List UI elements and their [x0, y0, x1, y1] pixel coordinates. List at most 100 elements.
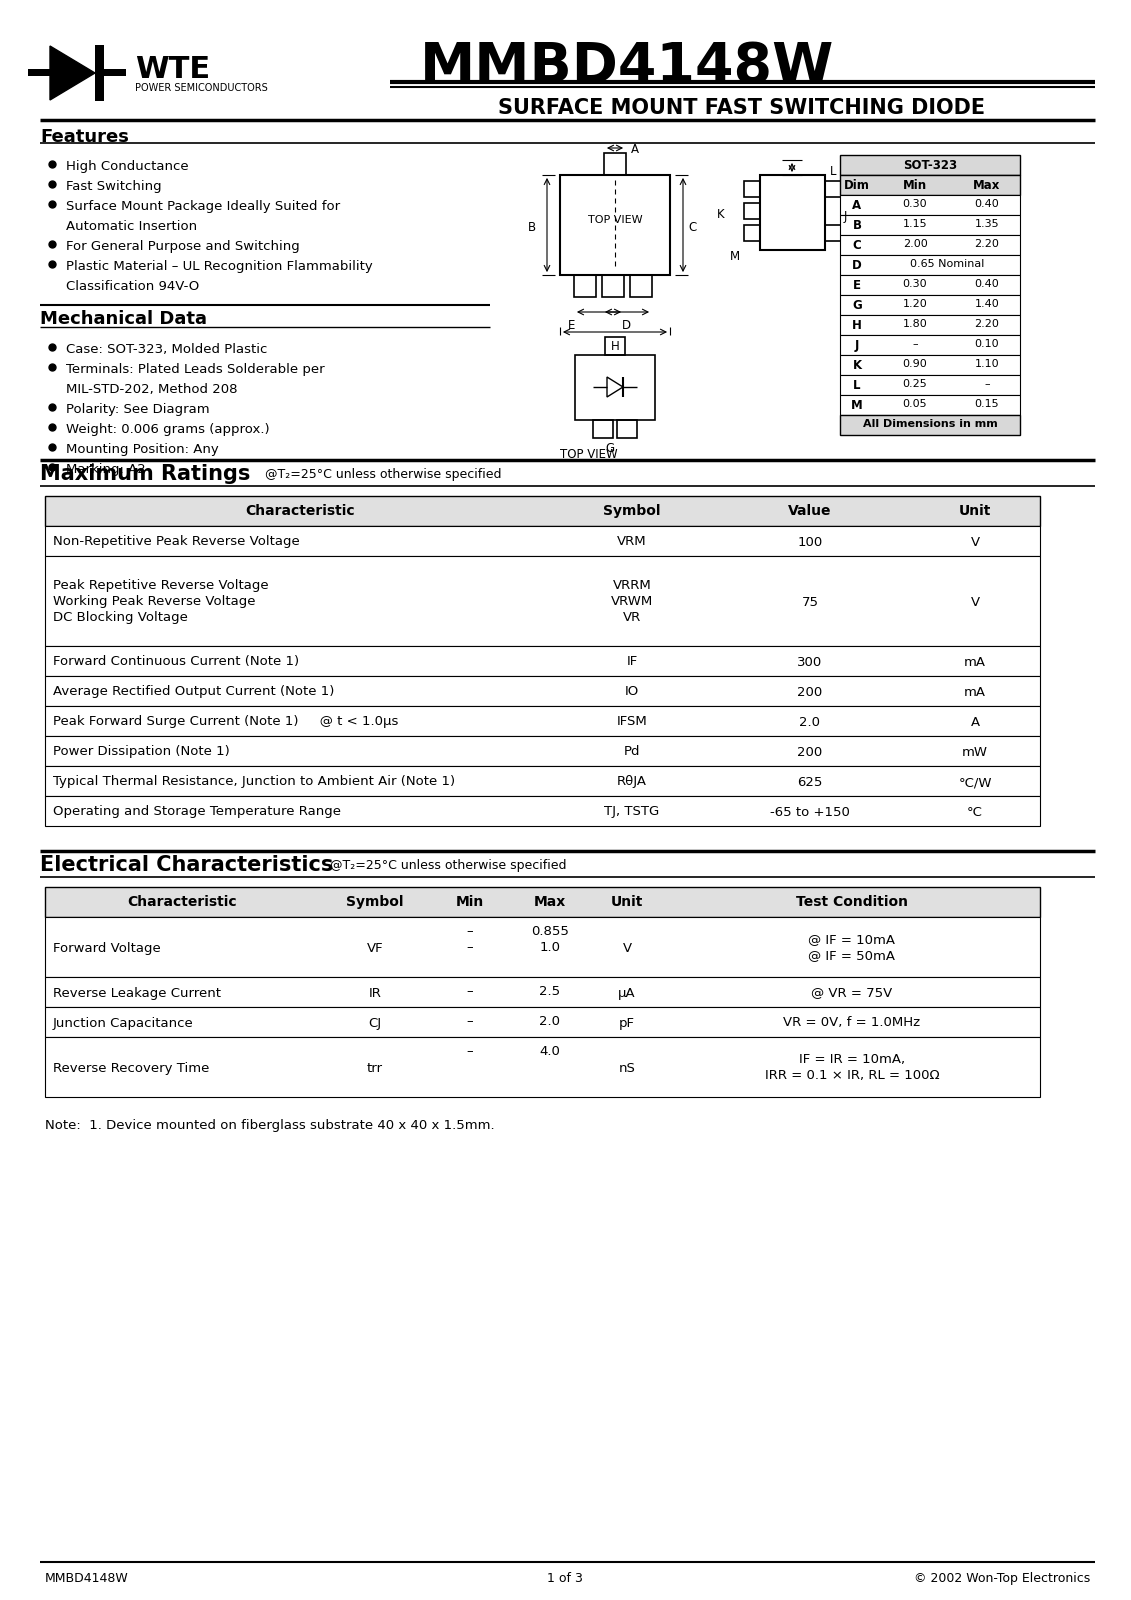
- Text: mA: mA: [964, 656, 986, 669]
- Bar: [45, 496, 1041, 526]
- Text: Surface Mount Package Ideally Suited for: Surface Mount Package Ideally Suited for: [66, 200, 340, 213]
- Text: V: V: [970, 536, 979, 549]
- Text: Test Condition: Test Condition: [796, 894, 908, 909]
- Text: VRRM: VRRM: [613, 579, 651, 592]
- Text: –: –: [467, 1014, 473, 1029]
- Text: A: A: [631, 142, 639, 157]
- Text: Unit: Unit: [611, 894, 644, 909]
- Text: All Dimensions in mm: All Dimensions in mm: [863, 419, 998, 429]
- Text: Peak Repetitive Reverse Voltage: Peak Repetitive Reverse Voltage: [53, 579, 269, 592]
- Text: 1.35: 1.35: [975, 219, 1000, 229]
- Text: 0.30: 0.30: [903, 198, 927, 210]
- Text: –: –: [467, 941, 473, 954]
- Text: C: C: [688, 221, 697, 234]
- Bar: [618, 419, 637, 438]
- Text: 0.65 Nominal: 0.65 Nominal: [909, 259, 984, 269]
- Text: 2.5: 2.5: [539, 986, 561, 998]
- Text: 75: 75: [802, 595, 819, 610]
- Text: G: G: [852, 299, 862, 312]
- Text: 0.15: 0.15: [975, 398, 1000, 410]
- Text: Classification 94V-O: Classification 94V-O: [66, 280, 199, 293]
- Text: trr: trr: [366, 1062, 383, 1075]
- Text: Reverse Recovery Time: Reverse Recovery Time: [53, 1062, 209, 1075]
- Bar: [45, 706, 1041, 736]
- Text: M: M: [729, 250, 740, 262]
- Text: © 2002 Won-Top Electronics: © 2002 Won-Top Electronics: [914, 1571, 1090, 1586]
- Text: 300: 300: [797, 656, 822, 669]
- Text: °C: °C: [967, 806, 983, 819]
- Text: B: B: [528, 221, 536, 234]
- Text: A: A: [970, 717, 979, 730]
- Text: 1.0: 1.0: [539, 941, 561, 954]
- Text: 1.80: 1.80: [903, 318, 927, 330]
- Text: Typical Thermal Resistance, Junction to Ambient Air (Note 1): Typical Thermal Resistance, Junction to …: [53, 774, 455, 787]
- Text: 0.40: 0.40: [975, 198, 1000, 210]
- Text: RθJA: RθJA: [618, 774, 647, 787]
- Bar: [840, 315, 1020, 334]
- Text: H: H: [852, 318, 862, 333]
- Bar: [45, 736, 1041, 766]
- Text: DC Blocking Voltage: DC Blocking Voltage: [53, 611, 188, 624]
- Text: SOT-323: SOT-323: [903, 158, 957, 171]
- Text: IRR = 0.1 × IR, RL = 100Ω: IRR = 0.1 × IR, RL = 100Ω: [765, 1069, 940, 1082]
- Text: E: E: [568, 318, 576, 333]
- Text: 0.10: 0.10: [975, 339, 1000, 349]
- Bar: [840, 275, 1020, 294]
- Text: VR: VR: [623, 611, 641, 624]
- Bar: [840, 155, 1020, 174]
- Text: Power Dissipation (Note 1): Power Dissipation (Note 1): [53, 746, 230, 758]
- Text: 0.25: 0.25: [903, 379, 927, 389]
- Bar: [744, 181, 760, 197]
- Text: Mounting Position: Any: Mounting Position: Any: [66, 443, 218, 456]
- Text: -65 to +150: -65 to +150: [770, 806, 849, 819]
- Text: 1.20: 1.20: [903, 299, 927, 309]
- Bar: [45, 646, 1041, 675]
- Bar: [744, 203, 760, 219]
- Text: –: –: [467, 986, 473, 998]
- Text: Automatic Insertion: Automatic Insertion: [66, 219, 197, 234]
- Bar: [840, 174, 1020, 195]
- Text: J: J: [855, 339, 860, 352]
- Bar: [104, 69, 126, 75]
- Text: 2.0: 2.0: [800, 717, 820, 730]
- Text: –: –: [467, 925, 473, 938]
- Text: mW: mW: [962, 746, 988, 758]
- Text: Reverse Leakage Current: Reverse Leakage Current: [53, 987, 221, 1000]
- Text: mA: mA: [964, 686, 986, 699]
- Text: Peak Forward Surge Current (Note 1)     @ t < 1.0μs: Peak Forward Surge Current (Note 1) @ t …: [53, 715, 398, 728]
- Text: 2.20: 2.20: [975, 318, 1000, 330]
- Text: TOP VIEW: TOP VIEW: [560, 448, 618, 461]
- Text: V: V: [970, 595, 979, 610]
- Bar: [575, 275, 596, 298]
- Bar: [45, 917, 1041, 978]
- Text: Forward Continuous Current (Note 1): Forward Continuous Current (Note 1): [53, 654, 299, 669]
- Text: VR = 0V, f = 1.0MHz: VR = 0V, f = 1.0MHz: [784, 1016, 921, 1029]
- Text: J: J: [844, 210, 847, 222]
- Text: pF: pF: [619, 1018, 634, 1030]
- Bar: [45, 1037, 1041, 1098]
- Bar: [840, 355, 1020, 374]
- Text: IF: IF: [627, 654, 638, 669]
- Text: μA: μA: [619, 987, 636, 1000]
- Text: Features: Features: [40, 128, 129, 146]
- Text: Case: SOT-323, Molded Plastic: Case: SOT-323, Molded Plastic: [66, 342, 267, 357]
- Text: Non-Repetitive Peak Reverse Voltage: Non-Repetitive Peak Reverse Voltage: [53, 534, 300, 547]
- Text: IF = IR = 10mA,: IF = IR = 10mA,: [798, 1053, 905, 1066]
- Bar: [840, 254, 1020, 275]
- Text: 0.30: 0.30: [903, 278, 927, 290]
- Text: 1.40: 1.40: [975, 299, 1000, 309]
- Text: @ IF = 50mA: @ IF = 50mA: [809, 949, 896, 962]
- Text: TJ, TSTG: TJ, TSTG: [604, 805, 659, 818]
- Text: 2.00: 2.00: [903, 238, 927, 250]
- Text: SURFACE MOUNT FAST SWITCHING DIODE: SURFACE MOUNT FAST SWITCHING DIODE: [499, 98, 985, 118]
- Text: Min: Min: [456, 894, 484, 909]
- Bar: [593, 419, 613, 438]
- Text: B: B: [853, 219, 862, 232]
- Text: D: D: [621, 318, 631, 333]
- Text: @T₂=25°C unless otherwise specified: @T₂=25°C unless otherwise specified: [330, 859, 567, 872]
- Text: Mechanical Data: Mechanical Data: [40, 310, 207, 328]
- Text: Forward Voltage: Forward Voltage: [53, 942, 161, 955]
- Text: Marking: A2: Marking: A2: [66, 462, 146, 477]
- Text: Value: Value: [788, 504, 831, 518]
- Text: L: L: [830, 165, 837, 178]
